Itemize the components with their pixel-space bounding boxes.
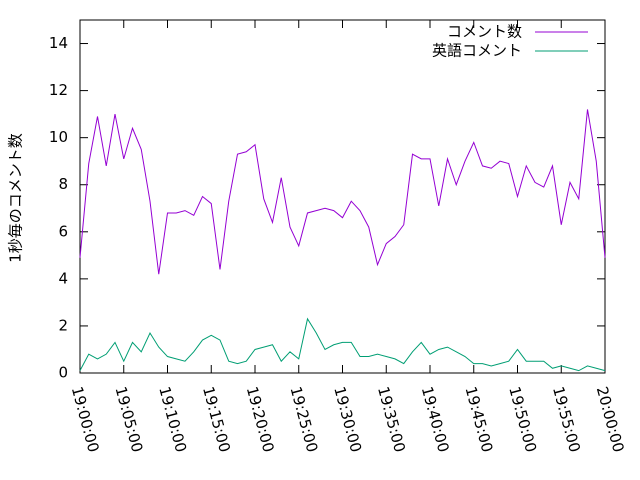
y-tick-label: 0 bbox=[58, 364, 68, 382]
y-tick-label: 4 bbox=[58, 269, 68, 287]
y-tick-label: 8 bbox=[58, 175, 68, 193]
y-tick-label: 10 bbox=[49, 128, 68, 146]
y-axis-label: 1秒毎のコメント数 bbox=[7, 133, 25, 263]
y-tick-label: 14 bbox=[49, 34, 68, 52]
legend-label: コメント数 bbox=[447, 23, 522, 41]
y-tick-label: 2 bbox=[58, 316, 68, 334]
series-line bbox=[79, 317, 606, 372]
y-tick-label: 12 bbox=[49, 81, 68, 99]
series-line bbox=[79, 109, 606, 275]
y-tick-label: 6 bbox=[58, 222, 68, 240]
legend-label: 英語コメント bbox=[432, 42, 522, 60]
